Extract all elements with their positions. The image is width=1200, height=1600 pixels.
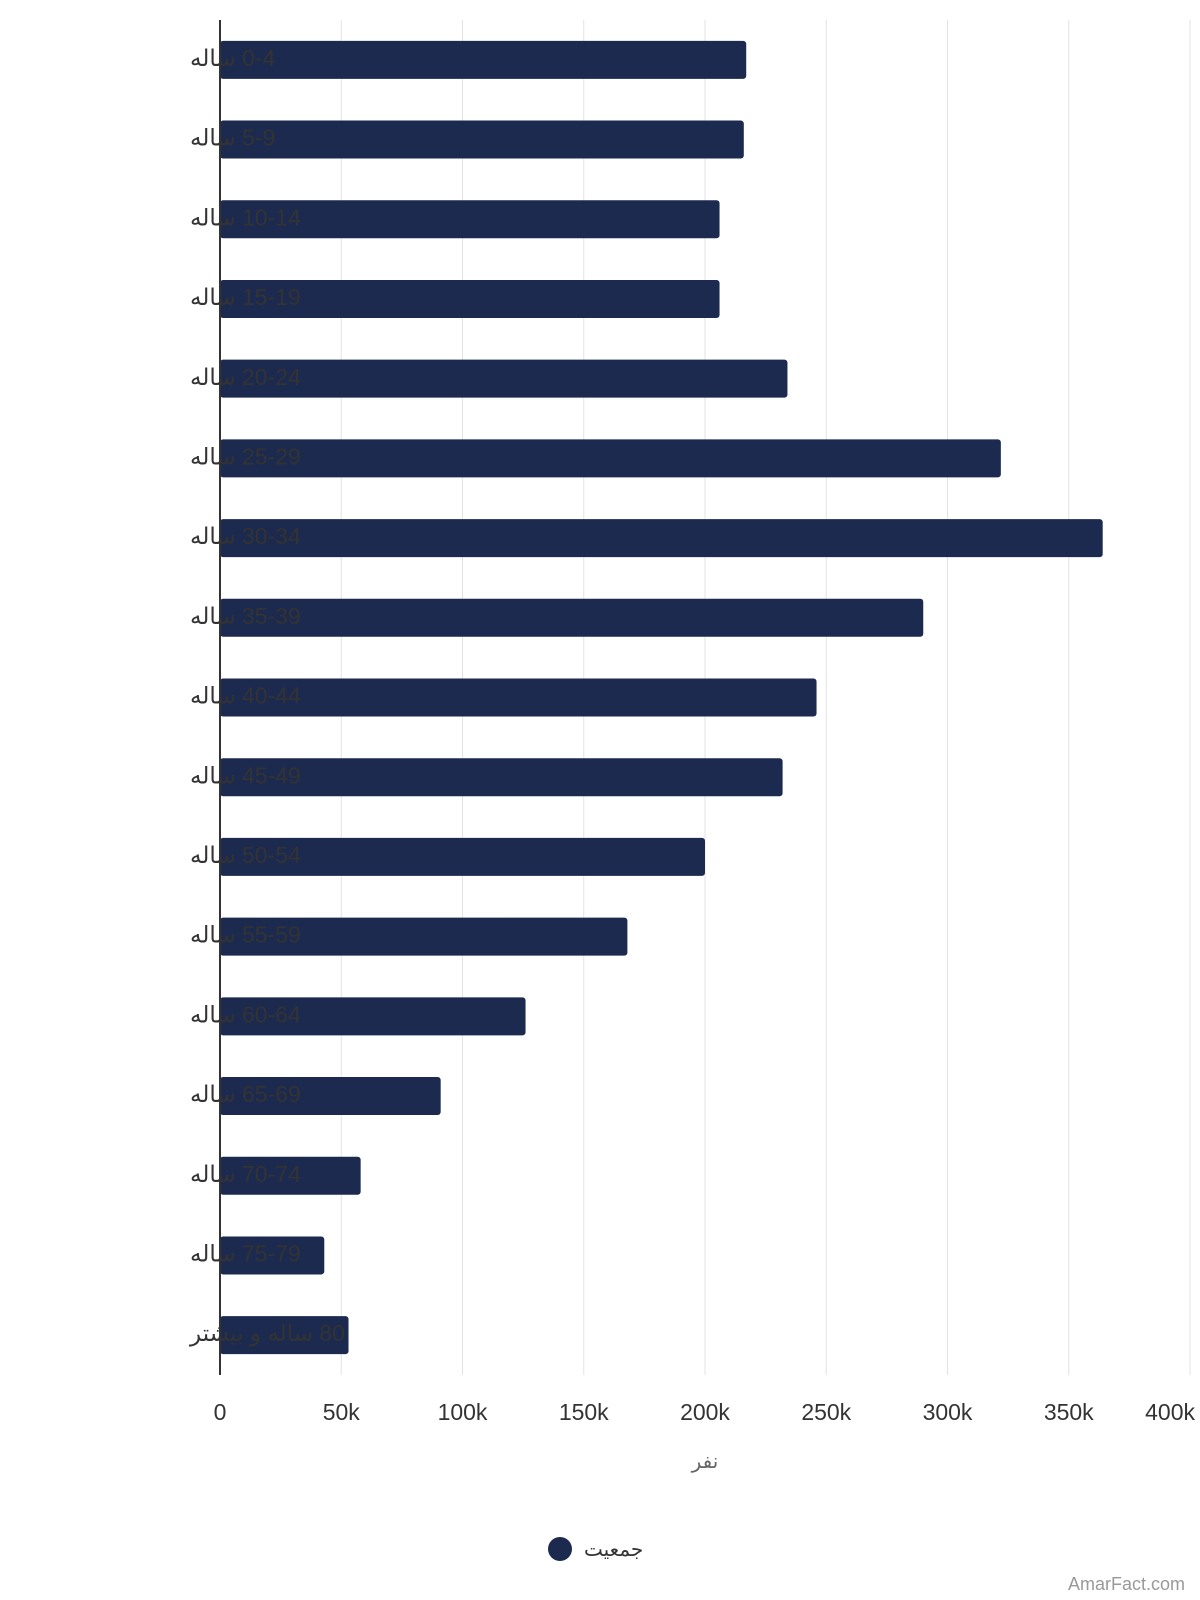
- bar-8[interactable]: [220, 678, 817, 717]
- bar-15[interactable]: [220, 1236, 325, 1275]
- category-label: 10-14 ساله: [190, 204, 301, 230]
- category-label: 40-44 ساله: [190, 683, 301, 709]
- bar-1[interactable]: [220, 120, 744, 159]
- bar-11[interactable]: [220, 917, 628, 956]
- category-labels: 0-4 ساله 5-9 ساله 10-14 ساله 15-19 ساله 20-2…: [189, 45, 345, 1347]
- x-tick-label: 100k: [438, 1399, 488, 1425]
- x-tick-label: 200k: [680, 1399, 730, 1425]
- x-tick-labels: 0 50k 100k 150k 200k 250k 300k 350k 400k: [214, 1399, 1196, 1425]
- category-label: 80 ساله و بیشتر: [189, 1320, 345, 1347]
- source-credit[interactable]: AmarFact.com: [1068, 1574, 1185, 1594]
- bars: [220, 40, 1103, 1355]
- category-label: 65-69 ساله: [190, 1081, 301, 1107]
- category-label: 0-4 ساله: [190, 45, 275, 71]
- category-label: 20-24 ساله: [190, 364, 301, 390]
- category-label: 70-74 ساله: [190, 1161, 301, 1187]
- bar-9[interactable]: [220, 758, 783, 797]
- x-tick-label: 50k: [323, 1399, 361, 1425]
- legend-label: جمعیت: [584, 1539, 643, 1561]
- bar-7[interactable]: [220, 598, 924, 637]
- x-tick-label: 300k: [923, 1399, 973, 1425]
- bar-16[interactable]: [220, 1316, 349, 1355]
- x-tick-label: 150k: [559, 1399, 609, 1425]
- category-label: 35-39 ساله: [190, 603, 301, 629]
- category-label: 55-59 ساله: [190, 922, 301, 948]
- bar-13[interactable]: [220, 1077, 441, 1116]
- x-tick-label: 350k: [1044, 1399, 1094, 1425]
- category-label: 30-34 ساله: [190, 523, 301, 549]
- bar-10[interactable]: [220, 837, 705, 876]
- x-axis-title: نفر: [691, 1451, 719, 1473]
- bar-0[interactable]: [220, 40, 747, 79]
- bar-4[interactable]: [220, 359, 788, 398]
- bar-3[interactable]: [220, 279, 720, 318]
- legend-marker-icon: [548, 1537, 572, 1561]
- category-label: 75-79 ساله: [190, 1241, 301, 1267]
- x-tick-label: 400k: [1145, 1399, 1195, 1425]
- bar-6[interactable]: [220, 519, 1103, 558]
- bar-2[interactable]: [220, 200, 720, 239]
- category-label: 5-9 ساله: [190, 125, 275, 151]
- bar-5[interactable]: [220, 439, 1001, 478]
- category-label: 45-49 ساله: [190, 762, 301, 788]
- x-tick-label: 250k: [801, 1399, 851, 1425]
- category-label: 60-64 ساله: [190, 1001, 301, 1027]
- category-label: 50-54 ساله: [190, 842, 301, 868]
- category-label: 15-19 ساله: [190, 284, 301, 310]
- bar-14[interactable]: [220, 1156, 361, 1195]
- category-label: 25-29 ساله: [190, 443, 301, 469]
- legend[interactable]: جمعیت: [548, 1537, 643, 1561]
- bar-12[interactable]: [220, 997, 526, 1036]
- x-tick-label: 0: [214, 1399, 227, 1425]
